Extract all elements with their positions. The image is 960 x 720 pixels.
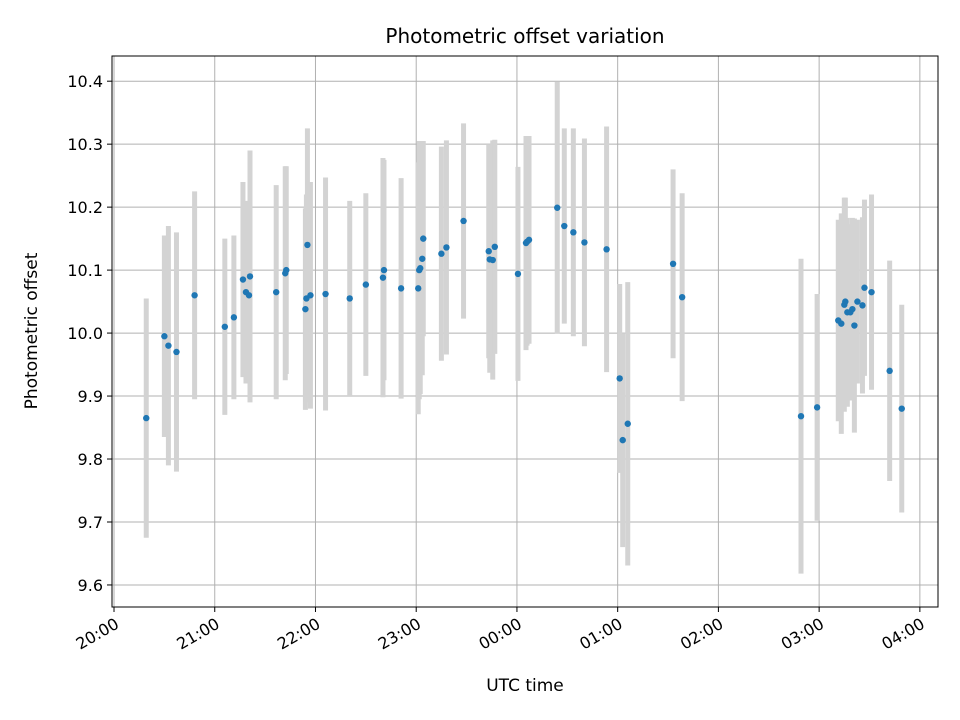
data-point [868,288,875,296]
data-point [302,305,309,313]
chart-title: Photometric offset variation [385,24,664,48]
y-axis: 9.6 9.7 9.8 9.9 10.0 10.1 10.2 10.3 10.4 [67,72,112,595]
data-point [581,239,588,246]
y-tick-label: 10.2 [67,198,103,217]
y-axis-label: Photometric offset [22,252,42,409]
data-point [415,285,422,292]
data-point [525,236,533,244]
data-point [245,292,253,299]
data-point [438,250,445,257]
data-point [842,298,849,305]
data-point [230,314,238,321]
data-point [898,405,905,412]
data-point [417,265,424,272]
data-point [514,270,522,278]
data-point [886,367,893,375]
data-point [346,295,353,302]
data-point [397,285,405,292]
data-point [561,222,568,230]
data-point [861,284,868,291]
data-point [554,204,561,211]
data-point [419,255,426,262]
y-tick-label: 9.9 [78,387,103,406]
data-point [143,414,150,422]
data-point [854,298,861,305]
data-point [191,292,198,299]
data-point [246,273,254,280]
data-point [379,274,387,281]
data-point [362,281,370,288]
data-point [173,348,180,356]
data-point [624,420,631,427]
y-tick-label: 10.3 [67,135,103,154]
data-point [616,375,623,382]
y-tick-label: 10.1 [67,261,103,280]
data-point [813,404,821,411]
x-axis-label: UTC time [486,676,564,696]
data-point [221,323,229,330]
data-point [460,217,467,225]
data-point [165,342,172,349]
y-tick-label: 10.0 [67,324,103,343]
data-point [859,302,866,309]
data-point [851,322,858,329]
data-point [619,436,626,444]
data-point [491,243,498,251]
y-tick-label: 9.6 [78,576,103,595]
data-point [272,288,280,296]
data-point [239,276,247,283]
data-point [485,248,492,255]
data-point [489,256,496,264]
data-point [161,333,168,340]
data-point [838,320,845,327]
data-point [307,292,314,299]
data-point [283,266,290,274]
data-point [603,246,610,253]
y-tick-label: 9.8 [78,450,103,469]
y-tick-label: 9.7 [78,513,103,532]
data-point [322,290,329,298]
data-point [443,244,450,251]
data-point [669,260,677,268]
data-point [570,229,577,236]
data-point [420,235,427,242]
data-point [304,241,311,249]
data-point [849,305,856,313]
data-points [143,204,905,444]
data-point [678,293,686,301]
plot-frame [111,55,939,608]
y-tick-label: 10.4 [67,72,103,91]
data-point [797,412,805,420]
data-point [380,266,388,274]
